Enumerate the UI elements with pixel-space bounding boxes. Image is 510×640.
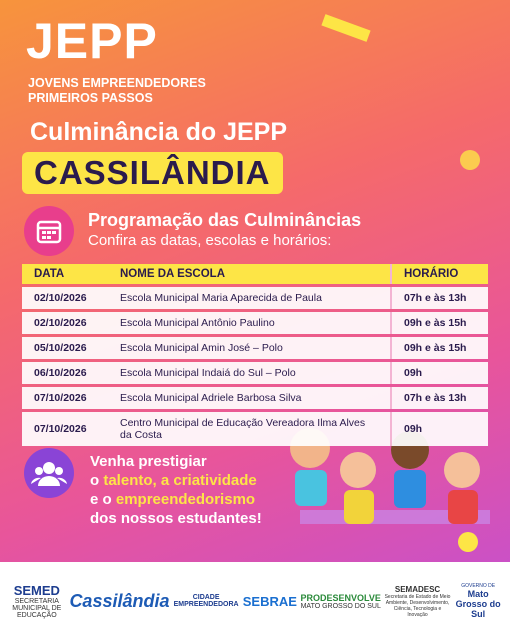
column-header: DATA xyxy=(22,264,108,284)
logo: SEMADESC xyxy=(394,584,441,594)
cell: Centro Municipal de Educação Vereadora I… xyxy=(108,412,390,446)
cell: Escola Municipal Amin José – Polo xyxy=(108,337,390,359)
invite-line: Venha prestigiar xyxy=(90,453,207,470)
calendar-icon xyxy=(24,206,74,256)
cell: Escola Municipal Indaiá do Sul – Polo xyxy=(108,362,390,384)
schedule-table: DATA NOME DA ESCOLA HORÁRIO 02/10/2026 Escol… xyxy=(22,261,488,449)
city: CASSILÂNDIA xyxy=(22,152,283,194)
footer: SEMED SECRETARIA MUNICIPAL DE EDUCAÇÃO Ca… xyxy=(0,562,510,640)
column-header: HORÁRIO xyxy=(390,264,488,284)
column-header: NOME DA ESCOLA xyxy=(108,264,390,284)
invite-text: o xyxy=(90,472,100,489)
table-row: 07/10/2026 Centro Municipal de Educação V… xyxy=(22,412,488,446)
cell: 02/10/2026 xyxy=(22,287,108,309)
cell: Escola Municipal Adriele Barbosa Silva xyxy=(108,387,390,409)
logo: Mato Grosso do Sul xyxy=(455,589,501,619)
cell: 09h e às 15h xyxy=(390,337,488,359)
cell: 07h e às 13h xyxy=(390,387,488,409)
cell: 02/10/2026 xyxy=(22,312,108,334)
table-row: 07/10/2026 Escola Municipal Adriele Barbo… xyxy=(22,387,488,409)
logo-sub: SECRETARIA MUNICIPAL DE EDUCAÇÃO xyxy=(12,598,62,619)
logo: PRODESENVOLVE xyxy=(300,592,381,603)
cell: Escola Municipal Antônio Paulino xyxy=(108,312,390,334)
event-title: Culminância do JEPP xyxy=(30,118,288,146)
cell: 07h e às 13h xyxy=(390,287,488,309)
logo-sub: MATO GROSSO DO SUL xyxy=(300,602,381,610)
logo: SEBRAE xyxy=(242,593,297,609)
cell: 09h e às 15h xyxy=(390,312,488,334)
invite-highlight: empreendedorismo xyxy=(115,491,256,508)
logo-sub: Secretaria de Estado de Meio Ambiente, D… xyxy=(384,593,451,618)
invite-text: e o xyxy=(90,491,112,508)
cell: 06/10/2026 xyxy=(22,362,108,384)
table-row: 05/10/2026 Escola Municipal Amin José – P… xyxy=(22,337,488,359)
logo: Cassilândia xyxy=(69,590,170,611)
tagline: PRIMEIROS PASSOS xyxy=(28,91,153,105)
logo-sub: GOVERNO DE xyxy=(461,583,496,589)
cell: 05/10/2026 xyxy=(22,337,108,359)
cell: 07/10/2026 xyxy=(22,412,108,446)
section-heading: Programação das Culminâncias xyxy=(88,210,362,230)
cell: 09h xyxy=(390,362,488,384)
section-subheading: Confira as datas, escolas e horários: xyxy=(88,232,332,249)
table-row: 02/10/2026 Escola Municipal Antônio Pauli… xyxy=(22,312,488,334)
table-row: 02/10/2026 Escola Municipal Maria Apareci… xyxy=(22,287,488,309)
table-row: 06/10/2026 Escola Municipal Indaiá do Sul… xyxy=(22,362,488,384)
logo: SEMED xyxy=(13,583,60,598)
cell: 07/10/2026 xyxy=(22,387,108,409)
tagline: JOVENS EMPREENDEDORES xyxy=(28,76,206,90)
invite-line: dos nossos estudantes! xyxy=(90,510,262,527)
people-icon xyxy=(24,448,74,498)
cell: Escola Municipal Maria Aparecida de Paul… xyxy=(108,287,390,309)
logo: CIDADE EMPREENDEDORA xyxy=(173,594,239,608)
brand: JEPP xyxy=(26,13,158,69)
invite: Venha prestigiar o talento, a criativida… xyxy=(90,452,262,528)
invite-highlight: talento, a criatividade xyxy=(103,472,257,489)
cell: 09h xyxy=(390,412,488,446)
